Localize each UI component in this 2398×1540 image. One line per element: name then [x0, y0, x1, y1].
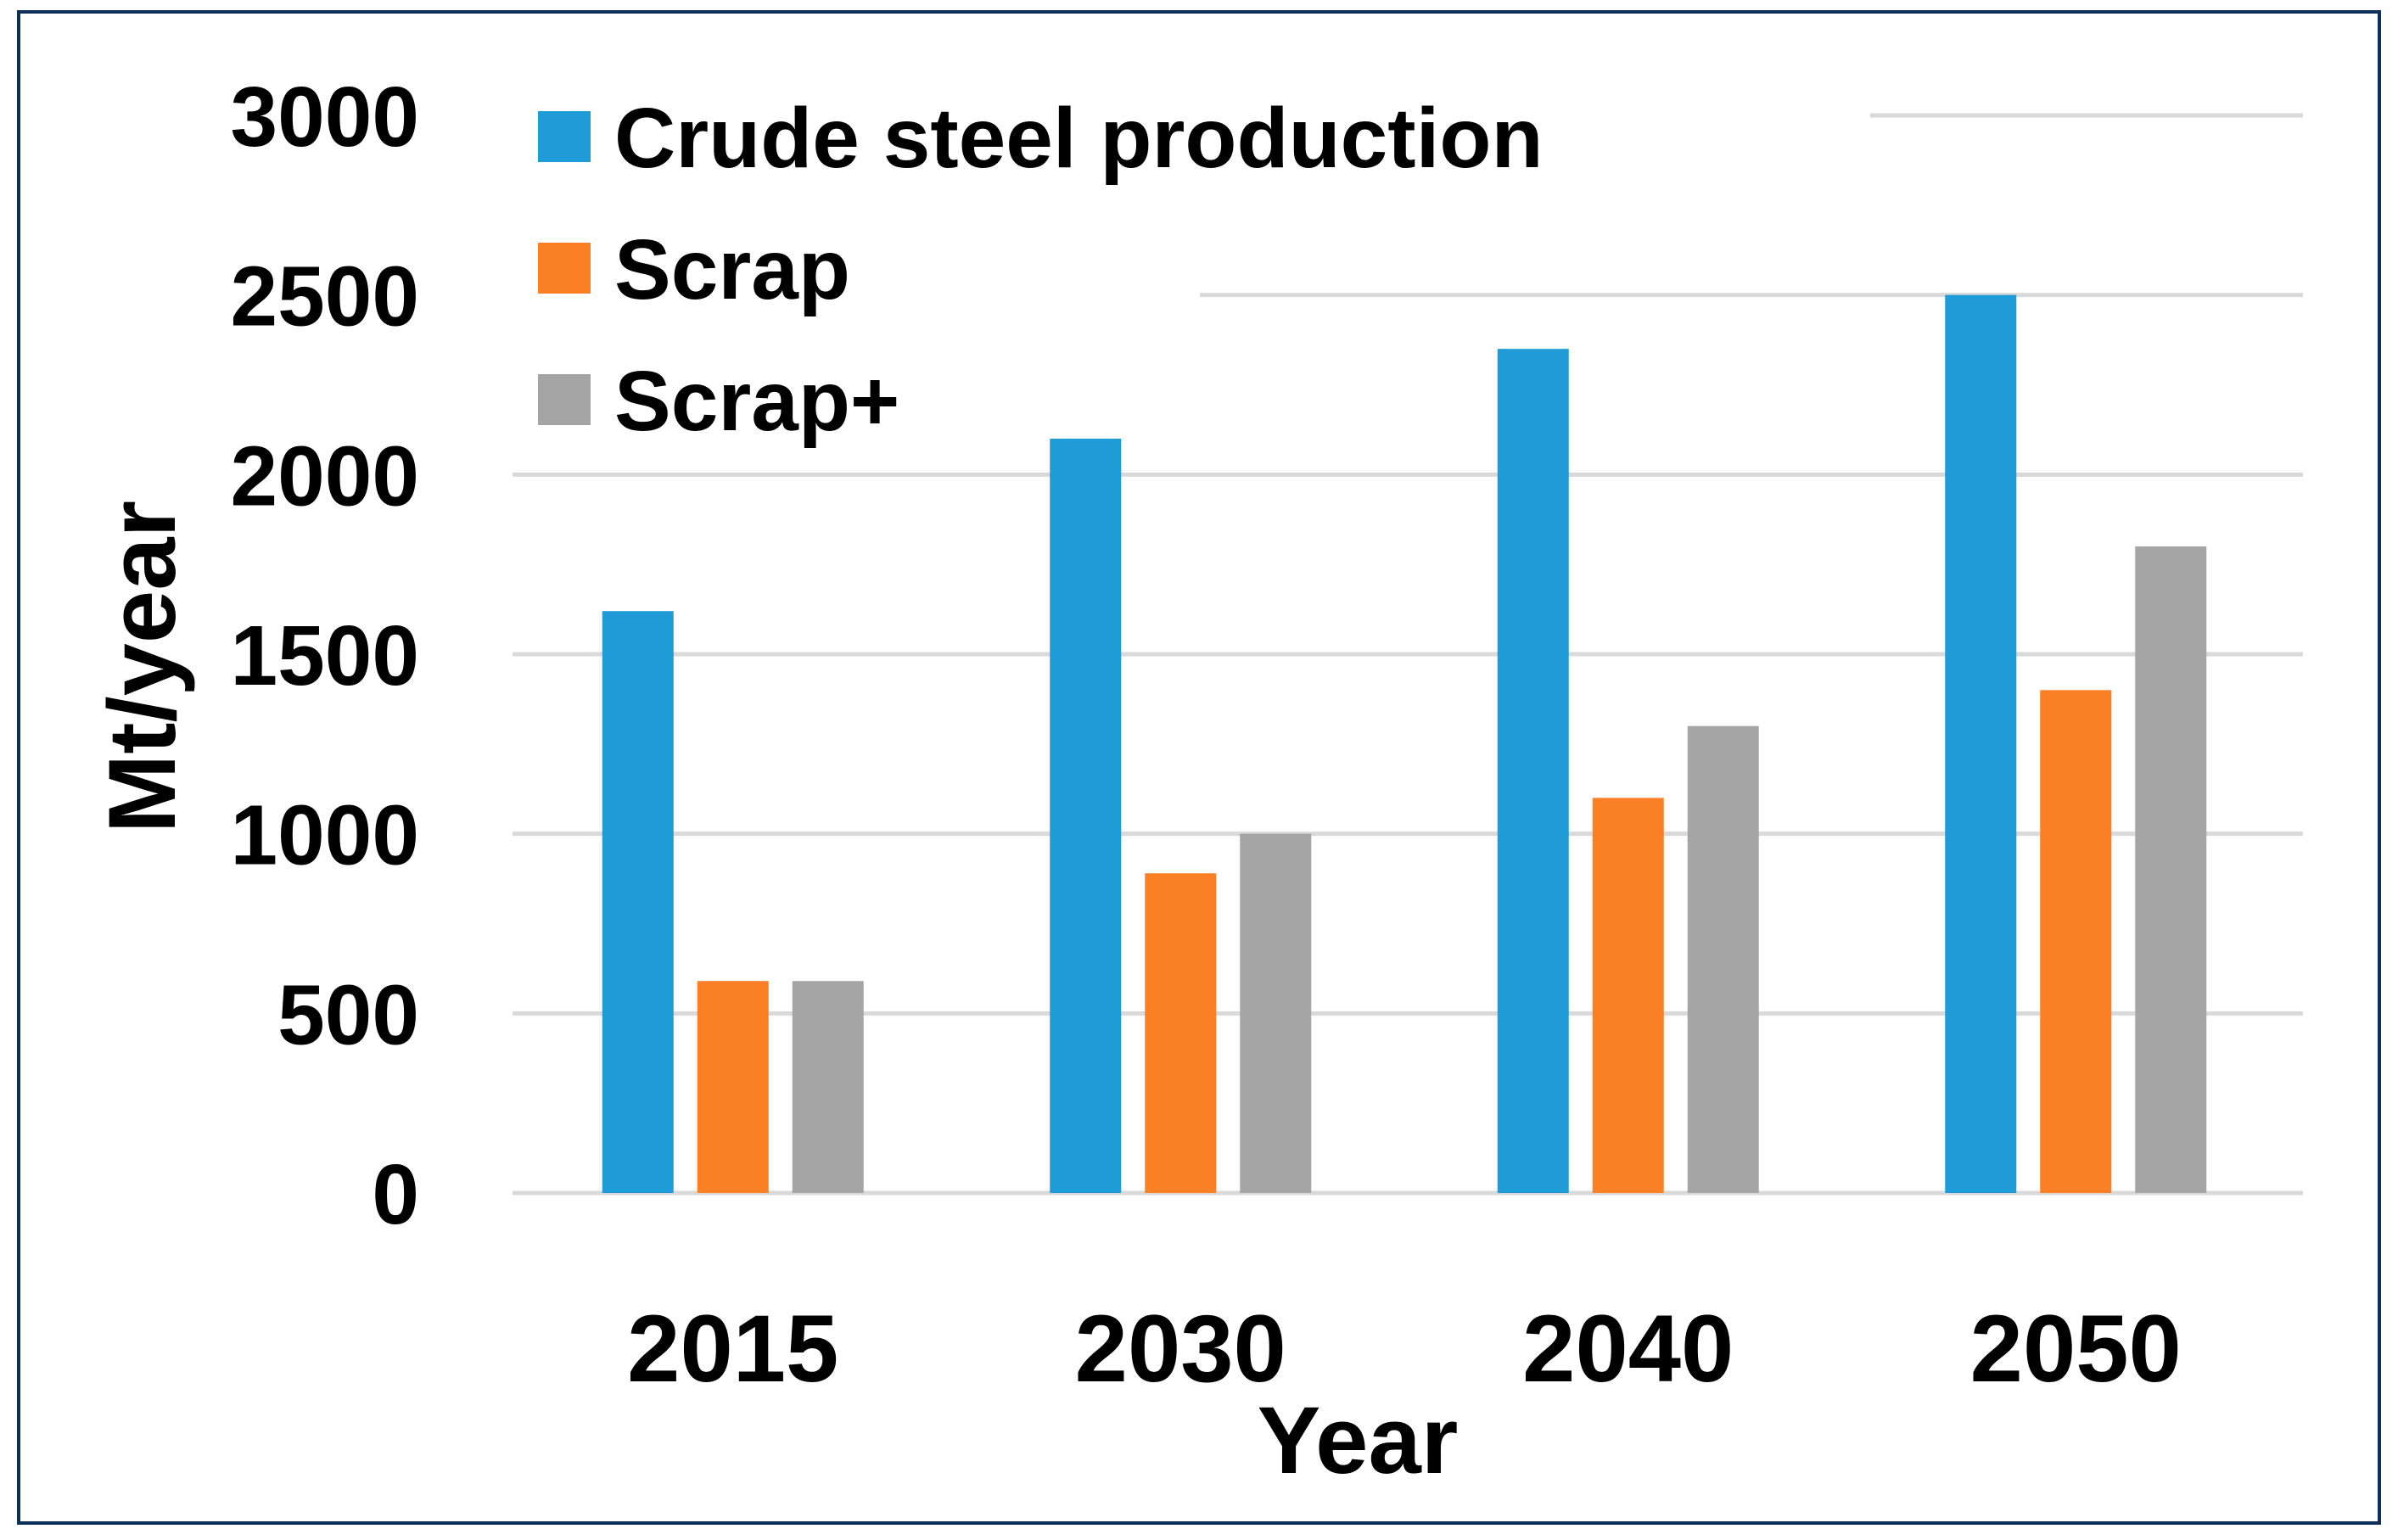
bar-crude-steel-production-2050	[1945, 294, 2017, 1194]
bar-scrap--2050	[2135, 546, 2207, 1193]
legend-swatch	[538, 374, 591, 425]
legend-label: Crude steel production	[614, 91, 1544, 186]
y-tick-label: 1500	[231, 608, 419, 703]
y-tick-label: 3000	[231, 70, 419, 165]
legend-swatch	[538, 111, 591, 162]
bar-scrap--2030	[1240, 833, 1312, 1193]
y-tick-label: 1000	[231, 788, 419, 883]
bar-scrap-2030	[1145, 873, 1217, 1193]
bar-chart: 0 500 1000 1500 2000 2500 3000 2015 2030 2040 205…	[89, 70, 2303, 1493]
x-axis-ticks: 2015 2030 2040 2050	[627, 1296, 2182, 1402]
bar-scrap-2050	[2040, 690, 2112, 1193]
legend-swatch	[538, 243, 591, 294]
x-tick-label: 2050	[1970, 1296, 2182, 1402]
bar-crude-steel-production-2040	[1497, 349, 1569, 1194]
bar-crude-steel-production-2015	[602, 611, 674, 1193]
y-tick-label: 2500	[231, 249, 419, 344]
x-tick-label: 2040	[1522, 1296, 1734, 1402]
y-axis-title: Mt/year	[89, 501, 195, 833]
legend: Crude steel production Scrap Scrap+	[538, 91, 1544, 449]
bar-scrap-2040	[1592, 798, 1664, 1193]
bars	[602, 294, 2207, 1194]
x-axis-title: Year	[1258, 1387, 1459, 1493]
y-tick-label: 500	[277, 967, 419, 1062]
x-tick-label: 2015	[627, 1296, 838, 1402]
bar-scrap--2015	[792, 981, 864, 1193]
y-axis-ticks: 0 500 1000 1500 2000 2500 3000	[231, 70, 419, 1242]
bar-scrap-2015	[697, 981, 769, 1193]
legend-label: Scrap+	[614, 354, 899, 449]
y-tick-label: 0	[372, 1147, 419, 1242]
bar-crude-steel-production-2030	[1050, 439, 1122, 1193]
legend-label: Scrap	[614, 222, 850, 317]
y-tick-label: 2000	[231, 428, 419, 524]
bar-scrap--2040	[1687, 725, 1759, 1193]
x-tick-label: 2030	[1075, 1296, 1286, 1402]
chart-frame: 0 500 1000 1500 2000 2500 3000 2015 2030 2040 205…	[17, 10, 2381, 1525]
